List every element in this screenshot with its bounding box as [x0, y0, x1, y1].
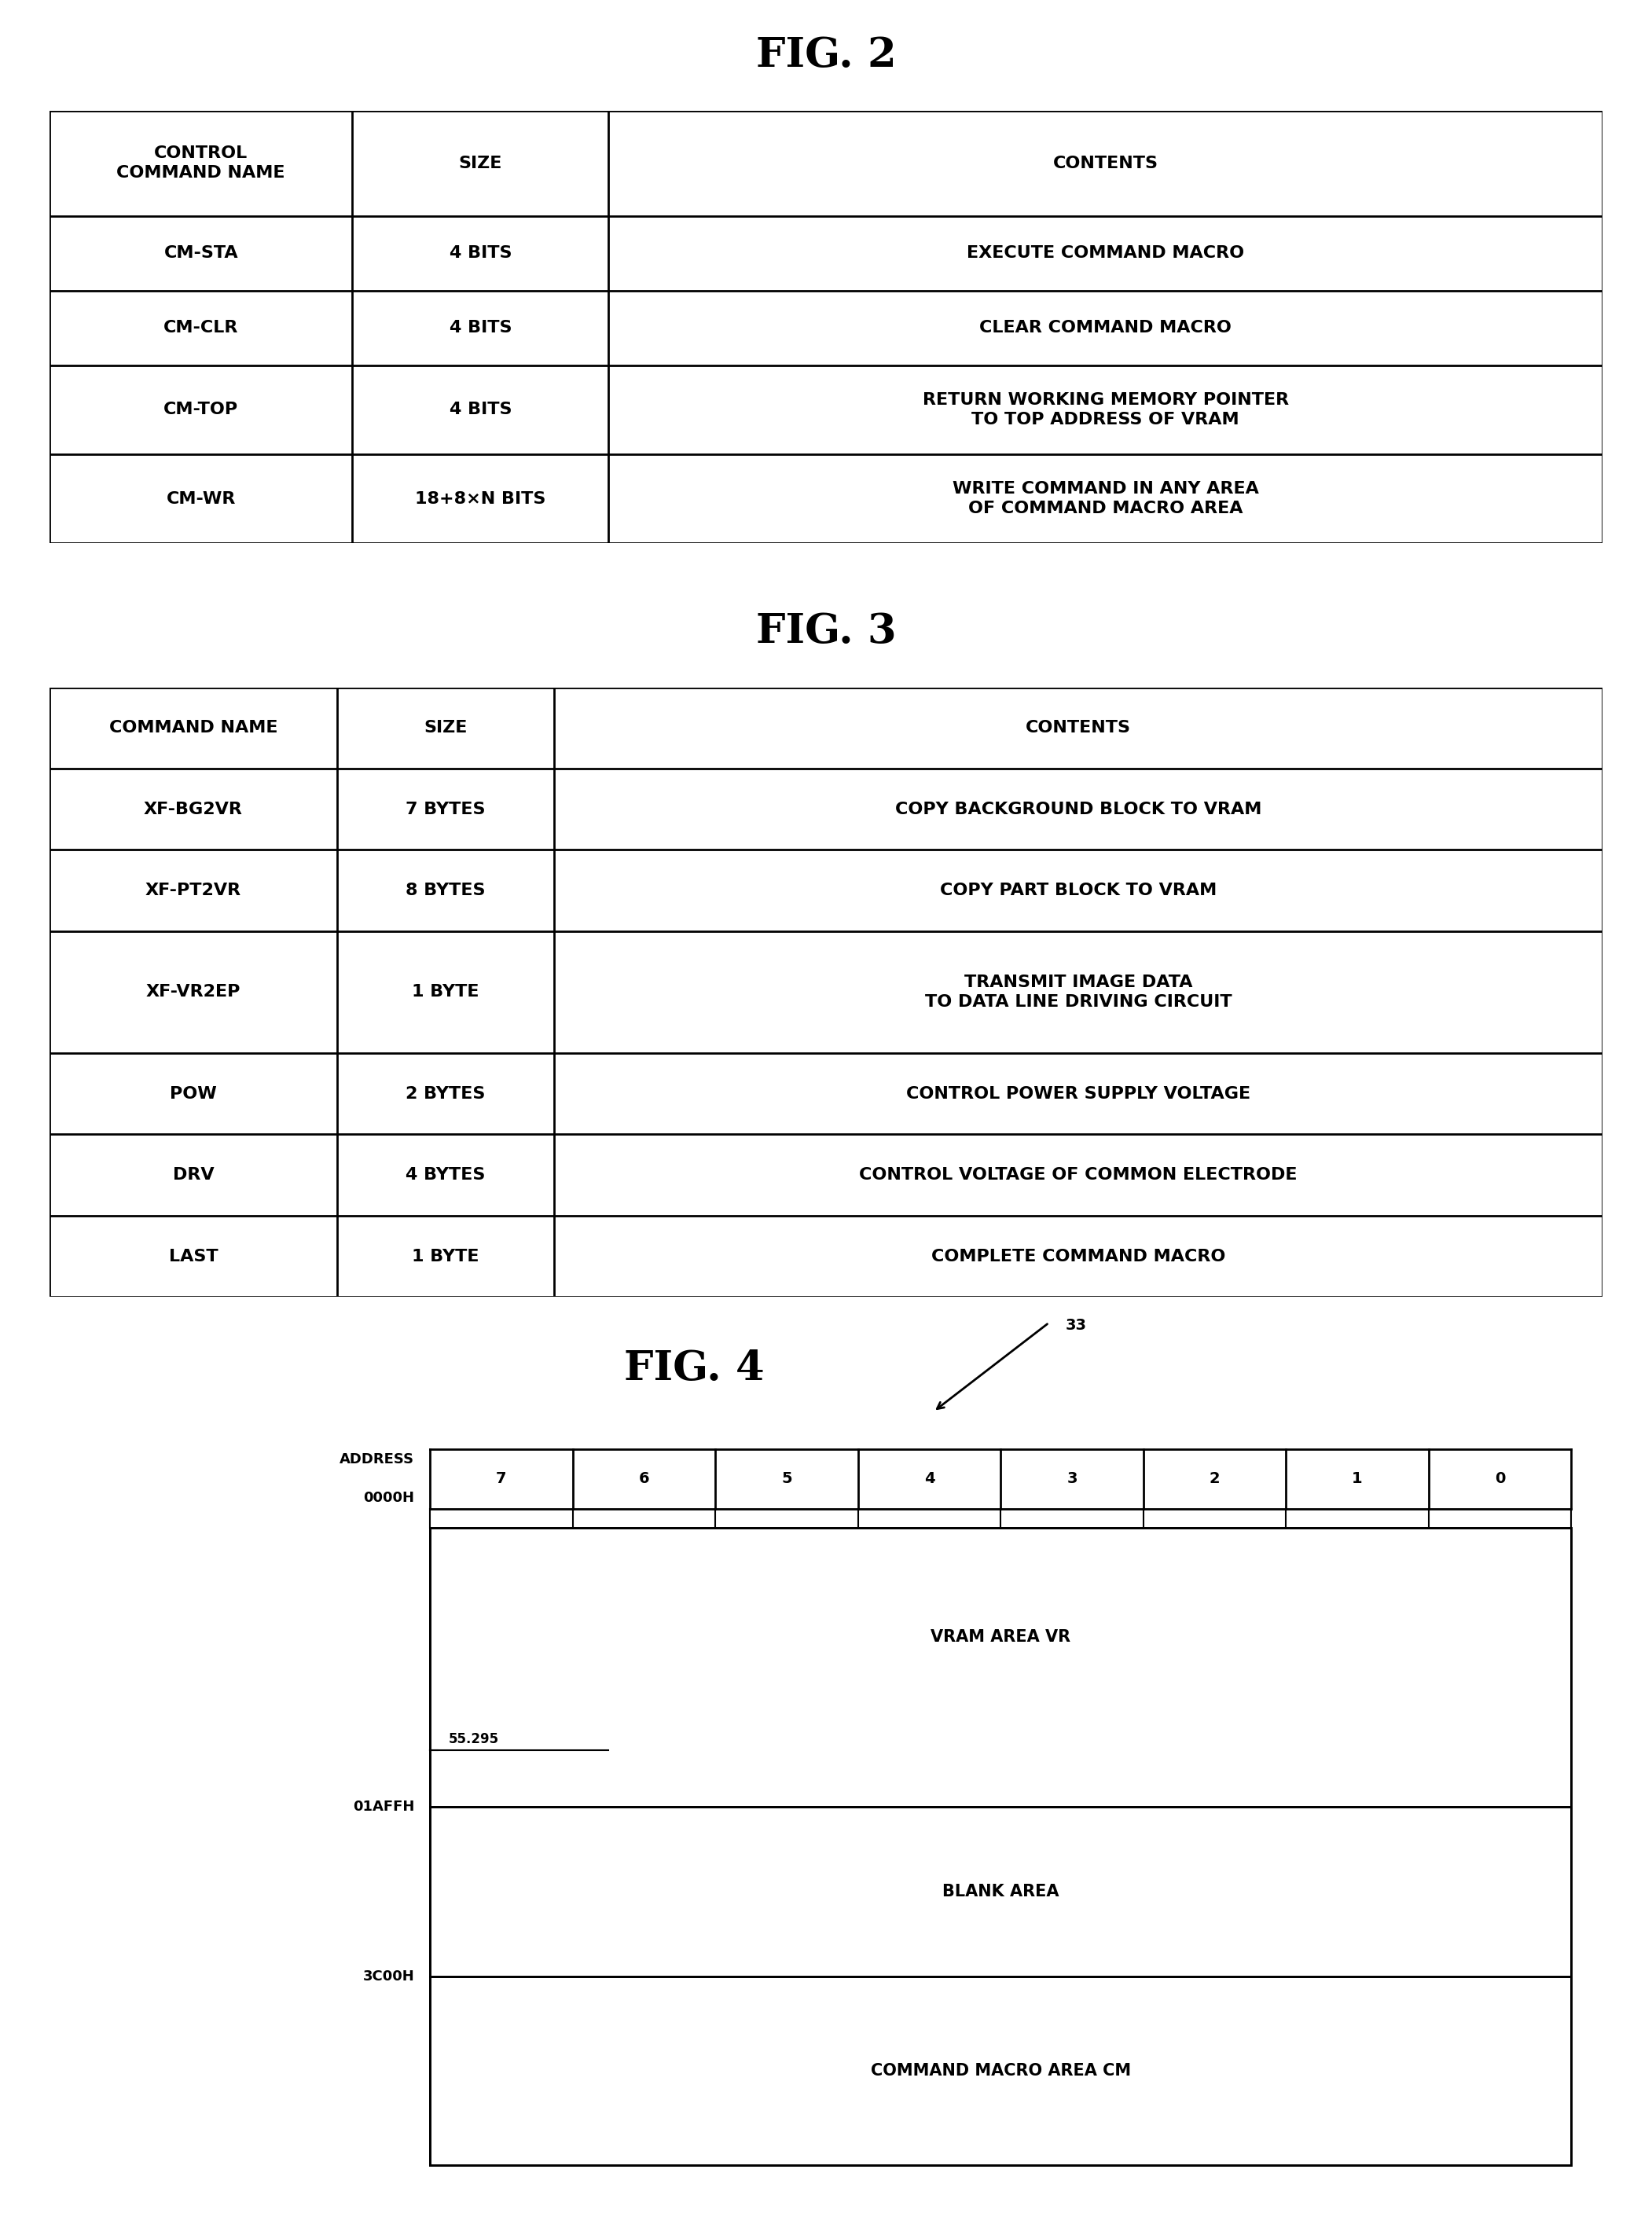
Text: XF-VR2EP: XF-VR2EP — [145, 984, 241, 1000]
Text: CONTROL VOLTAGE OF COMMON ELECTRODE: CONTROL VOLTAGE OF COMMON ELECTRODE — [859, 1166, 1297, 1184]
Text: 4 BITS: 4 BITS — [449, 319, 512, 337]
Text: 2 BYTES: 2 BYTES — [406, 1086, 486, 1102]
Text: COPY BACKGROUND BLOCK TO VRAM: COPY BACKGROUND BLOCK TO VRAM — [895, 800, 1262, 818]
Text: CM-WR: CM-WR — [167, 490, 236, 505]
Text: 18+8×N BITS: 18+8×N BITS — [415, 490, 545, 505]
Text: 2: 2 — [1209, 1472, 1221, 1485]
Text: CM-TOP: CM-TOP — [164, 401, 238, 417]
Text: 55.295: 55.295 — [449, 1731, 499, 1747]
Text: COMPLETE COMMAND MACRO: COMPLETE COMMAND MACRO — [932, 1248, 1226, 1264]
Text: 8 BYTES: 8 BYTES — [406, 882, 486, 898]
Text: 4 BITS: 4 BITS — [449, 401, 512, 417]
Text: 0000H: 0000H — [363, 1492, 415, 1505]
Text: COMMAND NAME: COMMAND NAME — [109, 721, 278, 736]
Text: 7 BYTES: 7 BYTES — [406, 800, 486, 818]
Text: 7: 7 — [496, 1472, 507, 1485]
Text: CONTROL
COMMAND NAME: CONTROL COMMAND NAME — [117, 146, 286, 182]
Text: CM-STA: CM-STA — [164, 246, 238, 262]
Text: SIZE: SIZE — [459, 155, 502, 171]
Text: EXECUTE COMMAND MACRO: EXECUTE COMMAND MACRO — [966, 246, 1244, 262]
Bar — [430, 1978, 1571, 2164]
Text: RETURN WORKING MEMORY POINTER
TO TOP ADDRESS OF VRAM: RETURN WORKING MEMORY POINTER TO TOP ADD… — [922, 392, 1289, 428]
Text: FIG. 3: FIG. 3 — [757, 612, 895, 652]
Text: 33: 33 — [1066, 1317, 1087, 1332]
Text: FIG. 2: FIG. 2 — [755, 35, 897, 75]
Text: 3: 3 — [1067, 1472, 1077, 1485]
Bar — [430, 1807, 1571, 1978]
Text: TRANSMIT IMAGE DATA
TO DATA LINE DRIVING CIRCUIT: TRANSMIT IMAGE DATA TO DATA LINE DRIVING… — [925, 975, 1232, 1009]
Text: LAST: LAST — [169, 1248, 218, 1264]
Text: 6: 6 — [639, 1472, 649, 1485]
Text: 3C00H: 3C00H — [363, 1969, 415, 1984]
Text: CM-CLR: CM-CLR — [164, 319, 238, 337]
Text: WRITE COMMAND IN ANY AREA
OF COMMAND MACRO AREA: WRITE COMMAND IN ANY AREA OF COMMAND MAC… — [952, 481, 1259, 517]
Text: 1: 1 — [1351, 1472, 1363, 1485]
Text: XF-PT2VR: XF-PT2VR — [145, 882, 241, 898]
Text: ADDRESS: ADDRESS — [340, 1452, 415, 1468]
Text: 4: 4 — [923, 1472, 935, 1485]
Text: 01AFFH: 01AFFH — [354, 1800, 415, 1814]
Text: SIZE: SIZE — [425, 721, 468, 736]
Text: 4 BYTES: 4 BYTES — [406, 1166, 486, 1184]
Text: FIG. 4: FIG. 4 — [624, 1348, 763, 1390]
Text: 4 BITS: 4 BITS — [449, 246, 512, 262]
Text: 0: 0 — [1495, 1472, 1505, 1485]
Text: COPY PART BLOCK TO VRAM: COPY PART BLOCK TO VRAM — [940, 882, 1218, 898]
Text: CLEAR COMMAND MACRO: CLEAR COMMAND MACRO — [980, 319, 1232, 337]
Text: BLANK AREA: BLANK AREA — [942, 1884, 1059, 1900]
Text: POW: POW — [170, 1086, 216, 1102]
Bar — [430, 1528, 1571, 1807]
Text: 5: 5 — [781, 1472, 791, 1485]
Text: COMMAND MACRO AREA CM: COMMAND MACRO AREA CM — [871, 2062, 1132, 2080]
Text: DRV: DRV — [172, 1166, 213, 1184]
Text: CONTROL POWER SUPPLY VOLTAGE: CONTROL POWER SUPPLY VOLTAGE — [907, 1086, 1251, 1102]
Text: XF-BG2VR: XF-BG2VR — [144, 800, 243, 818]
Text: 1 BYTE: 1 BYTE — [411, 1248, 479, 1264]
Text: VRAM AREA VR: VRAM AREA VR — [930, 1629, 1070, 1645]
Text: 1 BYTE: 1 BYTE — [411, 984, 479, 1000]
Text: CONTENTS: CONTENTS — [1052, 155, 1158, 171]
Bar — [430, 1528, 1571, 2164]
Text: CONTENTS: CONTENTS — [1026, 721, 1132, 736]
